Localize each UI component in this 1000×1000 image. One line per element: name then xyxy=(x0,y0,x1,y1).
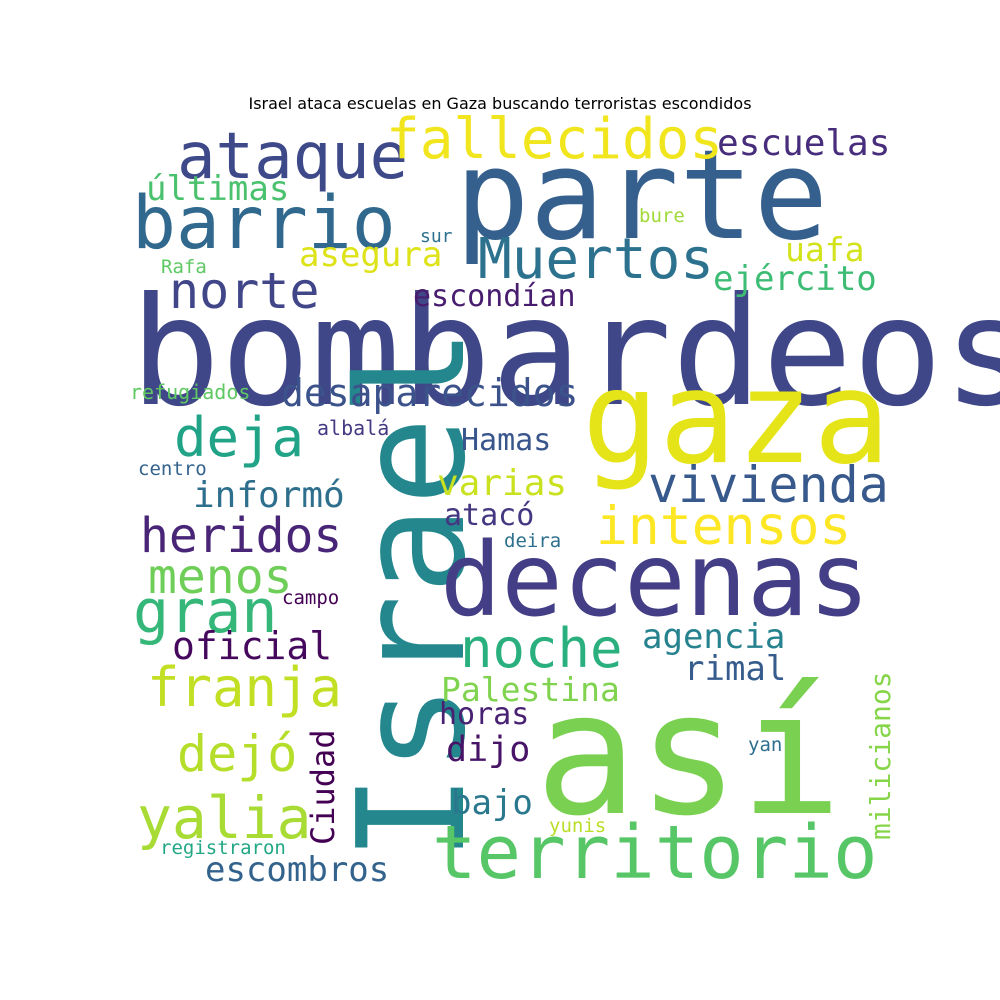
word-43: refugiados xyxy=(130,380,251,404)
figure-title: Israel ataca escuelas en Gaza buscando t… xyxy=(248,94,752,113)
word-2: así xyxy=(535,656,843,854)
word-37: horas xyxy=(439,697,530,732)
word-29: informó xyxy=(193,475,345,516)
word-10: Muertos xyxy=(478,227,715,292)
word-3: gaza xyxy=(582,344,891,493)
word-1: parte xyxy=(455,124,829,268)
word-46: Rafa xyxy=(161,256,207,278)
word-9: fallecidos xyxy=(386,107,724,172)
word-15: heridos xyxy=(140,508,343,564)
word-20: menos xyxy=(148,549,293,605)
word-45: centro xyxy=(138,458,207,480)
word-47: sur xyxy=(420,226,453,247)
word-31: Hamas xyxy=(461,423,552,458)
word-35: Palestina xyxy=(441,670,620,709)
word-26: uafa xyxy=(785,230,865,269)
word-30: varias xyxy=(437,463,568,504)
word-40: escombros xyxy=(205,850,390,890)
word-7: barrio xyxy=(132,181,396,266)
word-19: gran xyxy=(133,577,278,647)
word-51: yan xyxy=(748,734,783,756)
word-32: atacó xyxy=(444,498,535,533)
word-27: escondían xyxy=(413,279,576,314)
word-13: vivienda xyxy=(648,456,889,514)
word-24: asegura xyxy=(299,235,443,275)
word-50: campo xyxy=(282,587,340,609)
word-34: oficial xyxy=(172,624,333,668)
word-28: últimas xyxy=(146,169,290,209)
word-11: escuelas xyxy=(717,123,891,164)
word-14: franja xyxy=(147,656,343,719)
word-25: ejército xyxy=(713,259,877,299)
word-0: bombardeos xyxy=(130,266,1000,440)
word-8: ataque xyxy=(177,120,409,194)
word-22: dejó xyxy=(177,725,298,783)
word-23: desaparecidos xyxy=(281,371,579,415)
word-12: intensos xyxy=(596,496,852,557)
word-53: registraron xyxy=(160,837,286,859)
word-42: milicianos xyxy=(864,671,897,840)
word-52: yunis xyxy=(549,815,607,837)
word-38: dijo xyxy=(446,730,531,770)
word-6: territorio xyxy=(432,810,878,896)
word-48: bure xyxy=(639,205,685,227)
word-18: noche xyxy=(460,617,623,680)
word-41: Ciudad xyxy=(304,729,342,845)
word-21: yalia xyxy=(137,784,312,852)
word-16: norte xyxy=(169,262,320,320)
word-17: deja xyxy=(174,406,305,469)
word-49: deira xyxy=(504,530,562,552)
word-5: decenas xyxy=(440,521,870,640)
word-44: albalá xyxy=(317,416,390,440)
word-39: bajo xyxy=(451,783,533,823)
word-33: agencia xyxy=(642,617,786,657)
word-36: rimal xyxy=(684,649,787,689)
